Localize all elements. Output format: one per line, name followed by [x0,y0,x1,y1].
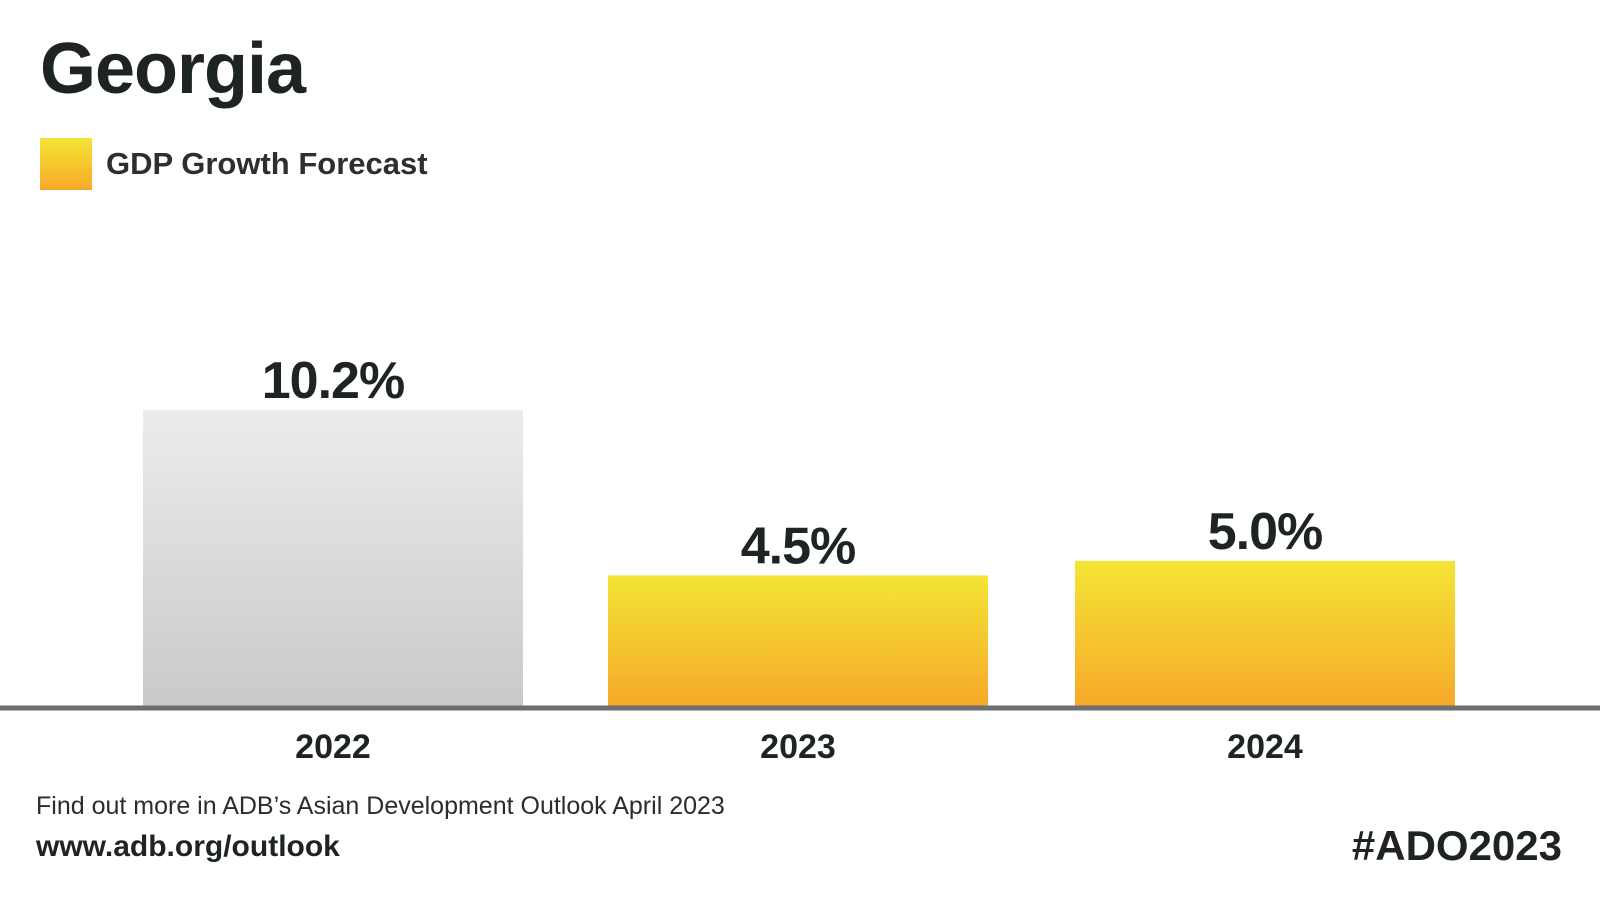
page-title: Georgia [40,29,306,109]
footer-note: Find out more in ADB’s Asian Development… [36,792,725,820]
value-label-2023: 4.5% [741,517,856,575]
bar-2024 [1075,560,1455,706]
bar-2023 [608,575,988,706]
footer-url-link[interactable]: www.adb.org/outlook [36,830,340,863]
bar-2022 [143,410,523,706]
value-label-2024: 5.0% [1208,503,1323,561]
legend-label-forecast: GDP Growth Forecast [106,146,428,181]
value-label-2022: 10.2% [262,352,404,410]
bar-chart: 10.2% 2022 4.5% 2023 5.0% 2024 [0,352,1600,766]
hashtag: #ADO2023 [1351,822,1562,869]
legend-swatch-forecast [40,138,92,190]
category-label-2023: 2023 [760,728,836,766]
category-label-2024: 2024 [1227,728,1303,766]
chart-legend: GDP Growth Forecast [40,138,428,190]
category-label-2022: 2022 [295,728,371,766]
